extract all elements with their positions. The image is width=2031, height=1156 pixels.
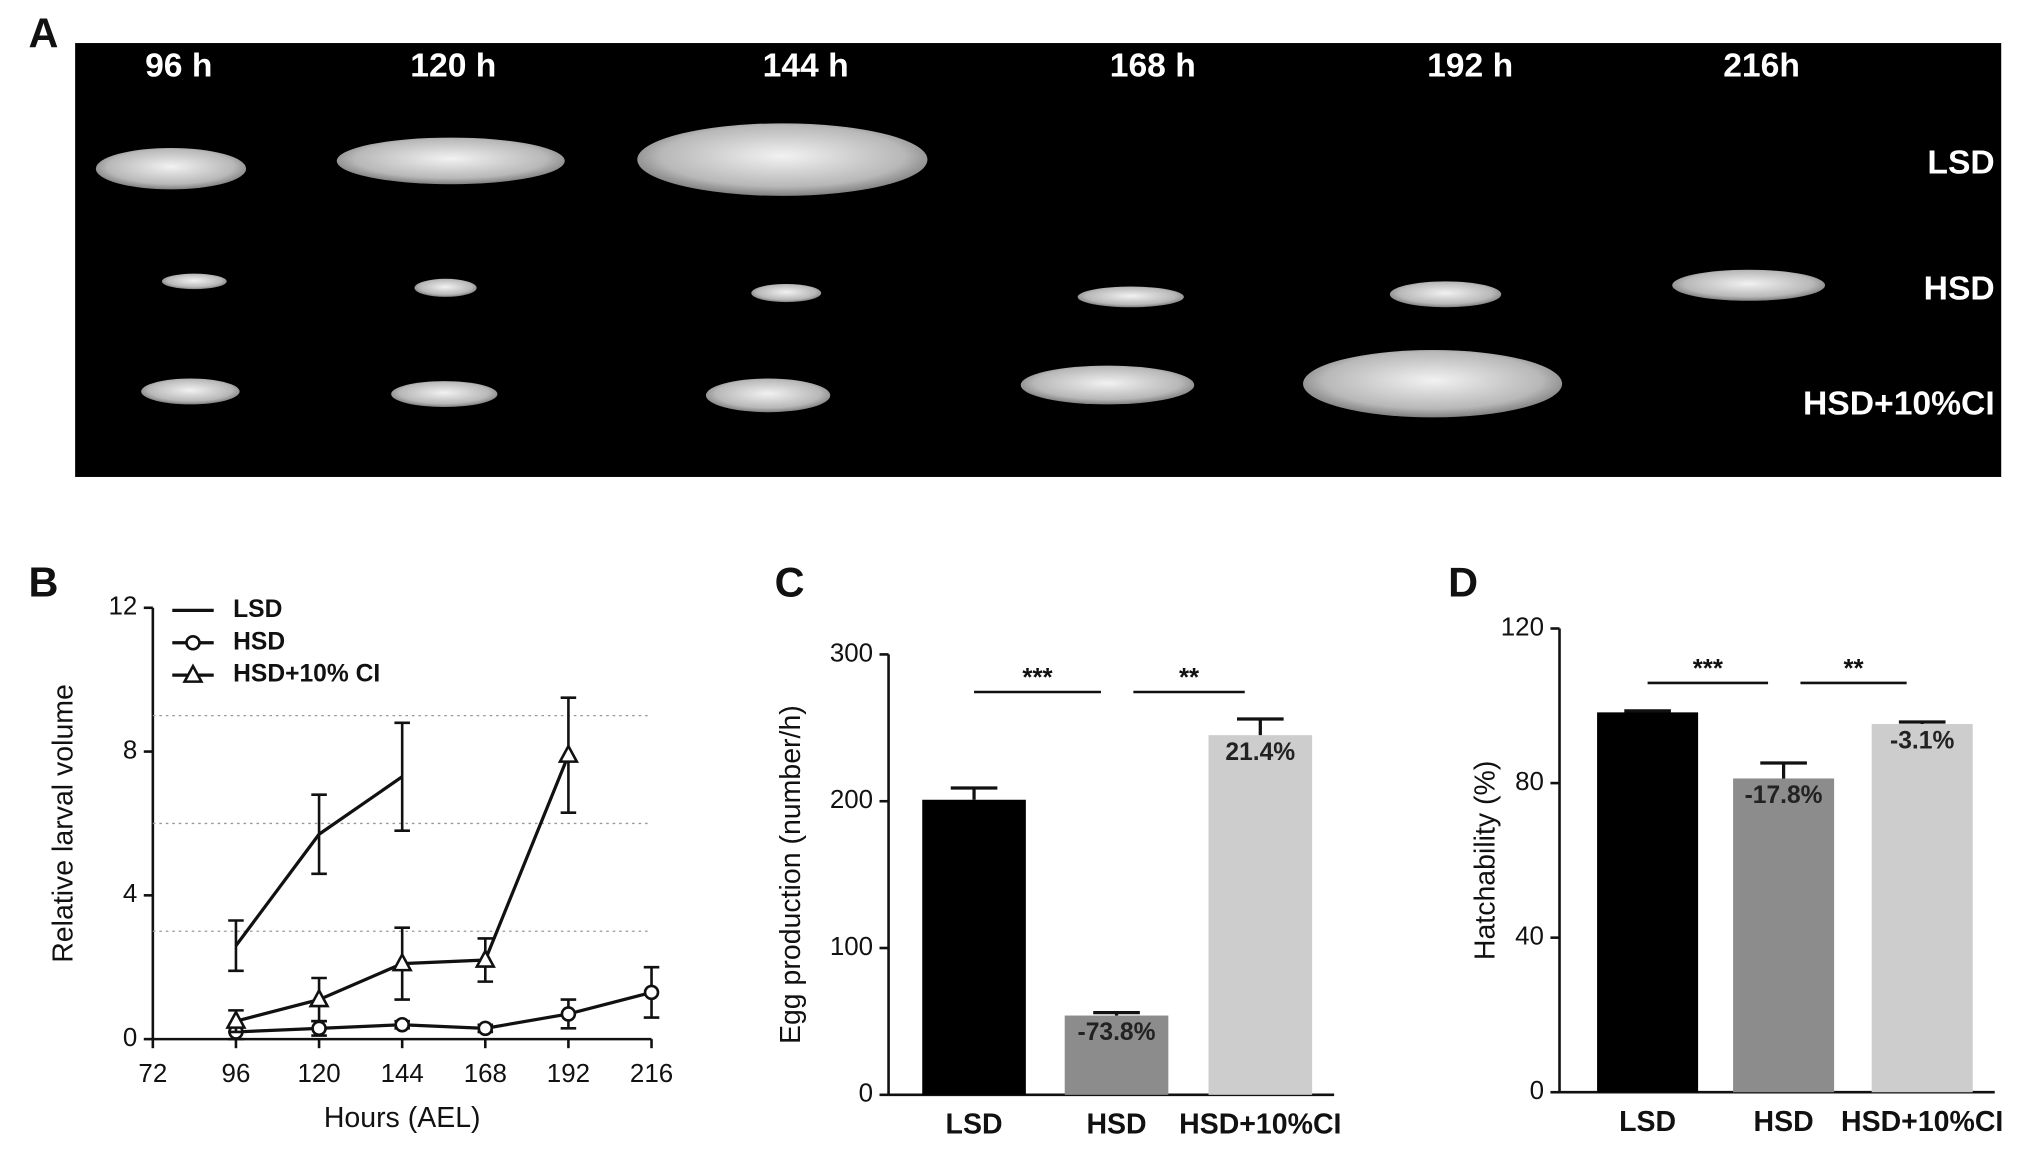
row-label: LSD xyxy=(1927,145,1994,182)
y-tick-label: 8 xyxy=(123,736,137,764)
y-tick-label: 4 xyxy=(123,880,137,908)
data-point xyxy=(477,1020,494,1037)
error-bar xyxy=(394,721,410,832)
bar xyxy=(1733,778,1835,1093)
time-label: 168 h xyxy=(1110,48,1196,85)
error-bar xyxy=(1236,717,1284,736)
legend-marker xyxy=(182,663,204,683)
x-tick-label: 120 xyxy=(297,1060,340,1088)
x-axis-label: Hours (AEL) xyxy=(324,1102,481,1134)
error-bar xyxy=(1093,1010,1140,1016)
x-tick-label: HSD xyxy=(1754,1106,1814,1138)
y-tick-label: 0 xyxy=(859,1080,873,1108)
data-point xyxy=(557,743,580,763)
y-tick-label: 0 xyxy=(1530,1077,1544,1105)
y-tick-label: 200 xyxy=(830,786,873,814)
y-tick-label: 0 xyxy=(123,1024,137,1052)
significance-label: ** xyxy=(1843,655,1864,683)
bar-label: -3.1% xyxy=(1890,728,1954,755)
x-tick-label: LSD xyxy=(1619,1106,1676,1138)
y-tick-label: 100 xyxy=(830,933,873,961)
legend-label: HSD xyxy=(233,628,285,655)
legend-label: HSD+10% CI xyxy=(233,661,380,688)
bar-label: -17.8% xyxy=(1745,782,1823,809)
x-tick-label: HSD+10%CI xyxy=(1179,1108,1341,1140)
y-tick-label: 120 xyxy=(1501,613,1544,641)
error-bar xyxy=(228,919,244,973)
bar xyxy=(1064,1015,1169,1095)
panel-label: D xyxy=(1448,559,1478,606)
x-tick-label: LSD xyxy=(946,1108,1003,1140)
y-tick-label: 80 xyxy=(1515,768,1544,796)
x-tick-label: 216 xyxy=(630,1060,673,1088)
panel-label: B xyxy=(28,559,58,606)
bar xyxy=(1597,712,1699,1093)
bar xyxy=(922,799,1026,1095)
time-label: 192 h xyxy=(1427,48,1513,85)
error-bar xyxy=(1760,761,1807,779)
error-bar xyxy=(1624,709,1671,713)
y-tick-label: 300 xyxy=(830,639,873,667)
legend-label: LSD xyxy=(233,596,282,623)
x-tick-label: 192 xyxy=(547,1060,590,1088)
legend-marker xyxy=(185,634,201,651)
x-tick-label: HSD+10%CI xyxy=(1841,1106,2003,1138)
series-line xyxy=(235,990,652,1034)
error-bar xyxy=(1898,720,1946,724)
time-label: 216h xyxy=(1723,48,1800,85)
x-tick-label: HSD xyxy=(1086,1108,1146,1140)
error-bar xyxy=(311,793,327,876)
significance-label: *** xyxy=(1022,664,1053,692)
data-point xyxy=(394,1016,410,1033)
data-point xyxy=(311,1020,327,1037)
data-point xyxy=(474,948,496,968)
y-axis-label: Relative larval volume xyxy=(47,684,79,963)
x-tick-label: 144 xyxy=(381,1060,424,1088)
error-bar xyxy=(950,786,998,800)
y-axis-label: Egg production (number/h) xyxy=(775,705,807,1044)
data-point xyxy=(225,1009,247,1029)
panel-label: C xyxy=(775,559,805,606)
data-point xyxy=(391,951,413,972)
y-tick-label: 40 xyxy=(1515,923,1544,951)
data-point xyxy=(560,1006,577,1022)
photo-background xyxy=(75,43,2002,477)
row-label: HSD+10%CI xyxy=(1803,386,1995,423)
x-tick-label: 72 xyxy=(138,1060,167,1088)
y-axis-label: Hatchability (%) xyxy=(1470,761,1502,960)
bar-label: -73.8% xyxy=(1078,1019,1156,1046)
bar-label: 21.4% xyxy=(1225,739,1295,766)
data-point xyxy=(643,984,660,1001)
significance-label: *** xyxy=(1693,655,1724,683)
row-label: HSD xyxy=(1924,270,1995,307)
y-tick-label: 12 xyxy=(108,593,137,621)
bar xyxy=(1871,723,1973,1093)
bar xyxy=(1208,735,1313,1095)
data-point xyxy=(308,987,330,1008)
panel-label: A xyxy=(28,10,58,57)
larvae xyxy=(95,123,1826,418)
time-label: 120 h xyxy=(410,48,496,85)
x-tick-label: 168 xyxy=(464,1060,507,1088)
x-tick-label: 96 xyxy=(222,1060,251,1088)
significance-label: ** xyxy=(1179,664,1200,692)
time-label: 96 h xyxy=(145,48,212,85)
time-label: 144 h xyxy=(763,48,849,85)
